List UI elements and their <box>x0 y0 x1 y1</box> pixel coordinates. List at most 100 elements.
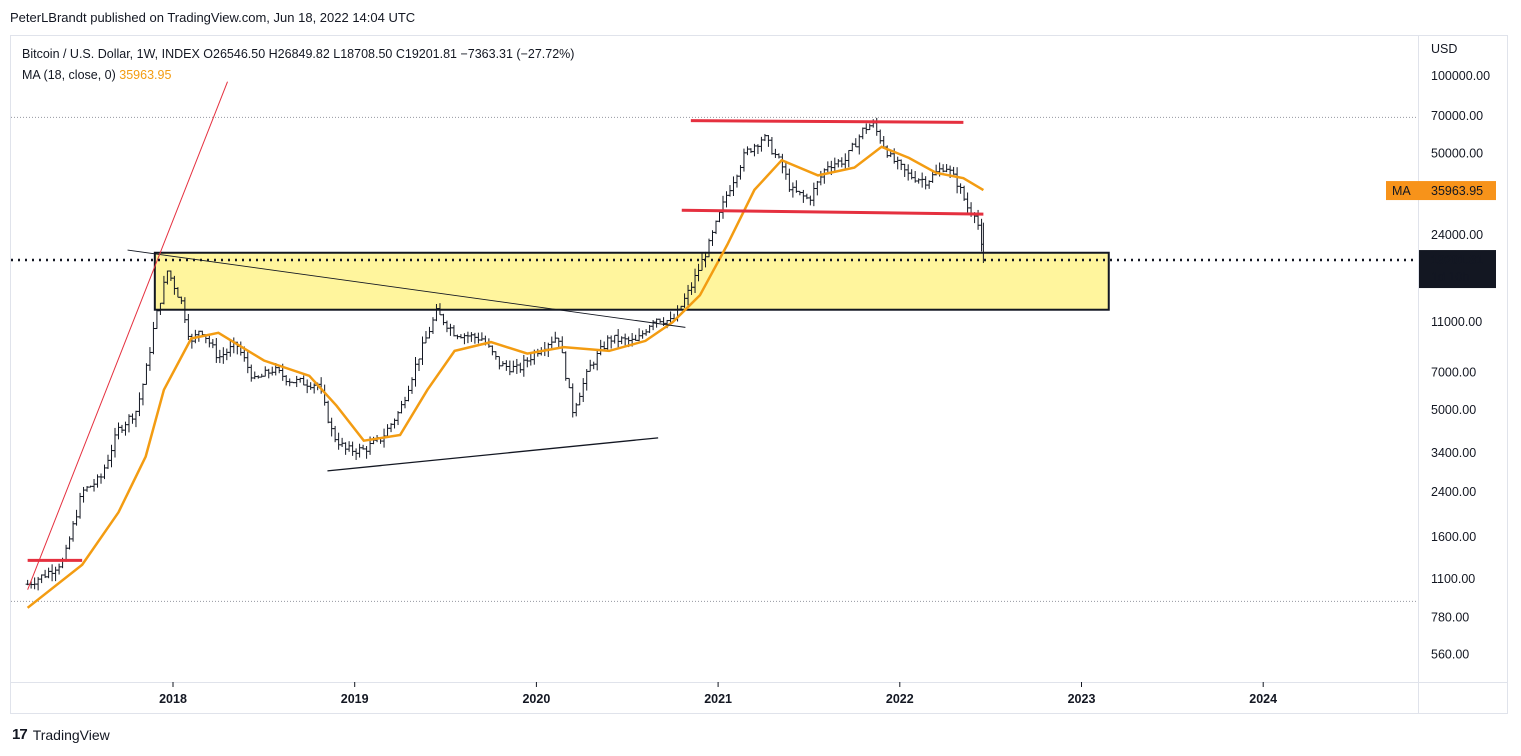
candle[interactable] <box>340 437 345 447</box>
candle[interactable] <box>78 492 83 519</box>
candle[interactable] <box>549 336 554 350</box>
candle[interactable] <box>850 142 855 152</box>
candle[interactable] <box>119 424 124 433</box>
resistance-line[interactable] <box>681 208 984 216</box>
candle[interactable] <box>479 332 484 341</box>
candle[interactable] <box>609 335 614 349</box>
candle[interactable] <box>745 146 750 156</box>
candle[interactable] <box>186 313 191 341</box>
candle[interactable] <box>214 337 219 363</box>
candle[interactable] <box>210 339 215 349</box>
candle[interactable] <box>808 195 813 206</box>
candle[interactable] <box>43 569 48 579</box>
candle[interactable] <box>640 330 645 339</box>
candle[interactable] <box>126 414 131 433</box>
candle[interactable] <box>769 137 774 155</box>
candle[interactable] <box>878 129 883 144</box>
candle[interactable] <box>714 220 719 235</box>
support-zone[interactable] <box>153 251 1110 311</box>
candle[interactable] <box>312 383 317 394</box>
candle[interactable] <box>738 165 743 180</box>
candle[interactable] <box>717 211 722 223</box>
candle[interactable] <box>623 333 628 346</box>
candle[interactable] <box>347 441 352 452</box>
candle[interactable] <box>298 377 303 383</box>
candle[interactable] <box>106 454 111 469</box>
candle[interactable] <box>864 123 869 134</box>
candle[interactable] <box>53 566 58 582</box>
candle[interactable] <box>853 138 858 148</box>
candle[interactable] <box>839 157 844 168</box>
candle[interactable] <box>465 331 470 344</box>
candle[interactable] <box>518 362 523 373</box>
candle[interactable] <box>326 400 331 424</box>
candle[interactable] <box>50 564 55 582</box>
candle[interactable] <box>350 441 355 456</box>
candle[interactable] <box>343 442 348 455</box>
candle[interactable] <box>448 323 453 336</box>
candle[interactable] <box>773 148 778 158</box>
trend-line[interactable] <box>127 249 686 328</box>
candle[interactable] <box>710 230 715 246</box>
candle[interactable] <box>563 351 568 381</box>
currency-label[interactable]: USD <box>1431 42 1458 56</box>
candle[interactable] <box>909 169 914 180</box>
candle[interactable] <box>389 423 394 433</box>
candle[interactable] <box>451 325 456 337</box>
candle[interactable] <box>619 336 624 345</box>
candle[interactable] <box>140 383 145 406</box>
candle[interactable] <box>962 185 967 201</box>
candle[interactable] <box>36 576 41 591</box>
candle[interactable] <box>860 127 865 140</box>
candle[interactable] <box>406 385 411 402</box>
candle[interactable] <box>647 324 652 334</box>
candle[interactable] <box>25 579 30 586</box>
candle[interactable] <box>357 443 362 458</box>
candle[interactable] <box>81 486 86 503</box>
candle[interactable] <box>511 360 516 373</box>
candle[interactable] <box>560 336 565 354</box>
candle[interactable] <box>458 334 463 339</box>
candle[interactable] <box>923 176 928 190</box>
candle[interactable] <box>294 375 299 388</box>
candle[interactable] <box>612 334 617 344</box>
candle[interactable] <box>39 574 44 584</box>
candle[interactable] <box>109 444 114 468</box>
candle[interactable] <box>521 354 526 377</box>
candle[interactable] <box>361 444 366 450</box>
candle[interactable] <box>574 402 579 417</box>
candle[interactable] <box>263 366 268 377</box>
candle[interactable] <box>476 332 481 344</box>
candle[interactable] <box>553 331 558 343</box>
candle[interactable] <box>133 410 138 428</box>
candle[interactable] <box>567 377 572 389</box>
candle[interactable] <box>906 164 911 181</box>
candle[interactable] <box>832 157 837 171</box>
candle[interactable] <box>598 339 603 356</box>
candle[interactable] <box>333 425 338 443</box>
candle[interactable] <box>245 351 250 374</box>
candle[interactable] <box>794 180 799 193</box>
candle[interactable] <box>776 153 781 159</box>
candle[interactable] <box>354 448 359 460</box>
candle[interactable] <box>364 446 369 459</box>
candle[interactable] <box>137 392 142 417</box>
candle[interactable] <box>644 329 649 336</box>
candle[interactable] <box>581 378 586 402</box>
candle[interactable] <box>941 164 946 173</box>
candle[interactable] <box>804 193 809 200</box>
candle[interactable] <box>720 195 725 219</box>
candle[interactable] <box>252 371 257 380</box>
candle[interactable] <box>822 168 827 184</box>
candle[interactable] <box>305 379 310 394</box>
candle[interactable] <box>308 382 313 390</box>
ma-price-tag[interactable] <box>1386 181 1496 201</box>
candle[interactable] <box>102 464 107 480</box>
candle[interactable] <box>651 320 656 331</box>
candle[interactable] <box>123 421 128 436</box>
candle[interactable] <box>392 418 397 429</box>
candle[interactable] <box>752 143 757 157</box>
candle[interactable] <box>780 153 785 174</box>
candle[interactable] <box>637 328 642 342</box>
